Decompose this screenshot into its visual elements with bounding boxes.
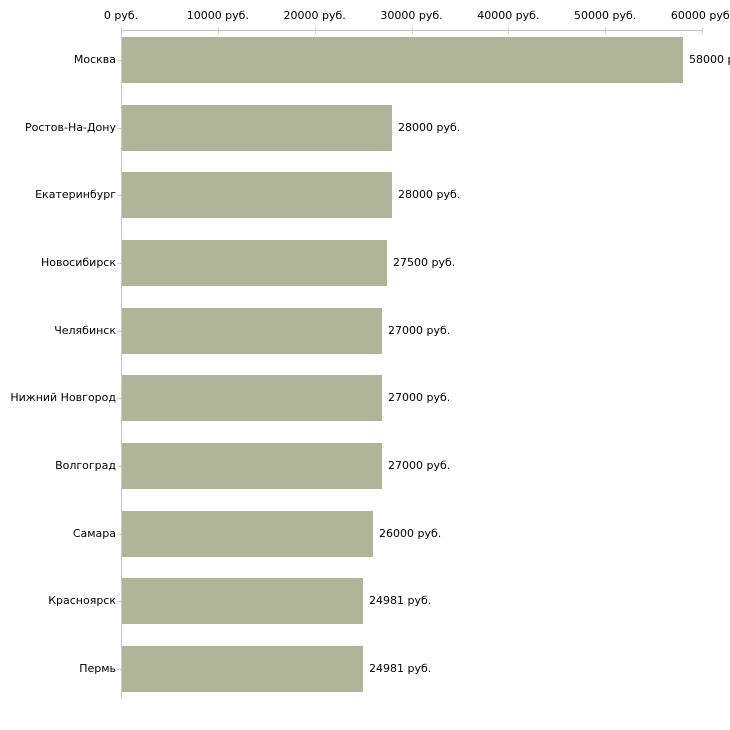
category-label: Пермь (79, 662, 116, 675)
category-label: Нижний Новгород (10, 391, 116, 404)
x-axis-tick-mark (702, 27, 703, 34)
category-tick-mark (117, 534, 121, 535)
value-label: 27000 руб. (388, 324, 451, 337)
bar (122, 646, 363, 692)
value-label: 28000 руб. (398, 188, 461, 201)
category-tick-mark (117, 669, 121, 670)
category-label: Ростов-На-Дону (24, 121, 116, 134)
category-label: Волгоград (55, 459, 116, 472)
category-label: Красноярск (48, 594, 116, 607)
category-label: Новосибирск (40, 256, 116, 269)
bar (122, 375, 382, 421)
value-label: 27000 руб. (388, 391, 451, 404)
x-axis-tick-label: 40000 руб. (477, 9, 540, 22)
bar (122, 511, 373, 557)
x-axis-tick-label: 30000 руб. (380, 9, 443, 22)
x-axis-tick-label: 20000 руб. (283, 9, 346, 22)
category-label: Самара (72, 527, 116, 540)
bar (122, 37, 683, 83)
x-axis-line (121, 30, 702, 31)
bar (122, 443, 382, 489)
category-label: Екатеринбург (35, 188, 116, 201)
value-label: 28000 руб. (398, 121, 461, 134)
category-tick-mark (117, 263, 121, 264)
value-label: 26000 руб. (379, 527, 442, 540)
category-tick-mark (117, 398, 121, 399)
category-tick-mark (117, 195, 121, 196)
category-tick-mark (117, 601, 121, 602)
category-tick-mark (117, 60, 121, 61)
value-label: 24981 руб. (369, 594, 432, 607)
x-axis-tick-label: 50000 руб. (574, 9, 637, 22)
bar (122, 308, 382, 354)
category-label: Челябинск (54, 324, 116, 337)
x-axis-tick-label: 0 руб. (103, 9, 139, 22)
bar (122, 105, 392, 151)
category-tick-mark (117, 466, 121, 467)
value-label: 27000 руб. (388, 459, 451, 472)
category-tick-mark (117, 331, 121, 332)
category-label: Москва (73, 53, 116, 66)
bar (122, 578, 363, 624)
x-axis-tick-label: 10000 руб. (186, 9, 249, 22)
value-label: 58000 р (689, 53, 730, 66)
category-tick-mark (117, 128, 121, 129)
value-label: 24981 руб. (369, 662, 432, 675)
value-label: 27500 руб. (393, 256, 456, 269)
bar (122, 240, 387, 286)
y-axis-line (121, 30, 122, 698)
x-axis-tick-label: 60000 руб. (670, 9, 730, 22)
bar (122, 172, 392, 218)
